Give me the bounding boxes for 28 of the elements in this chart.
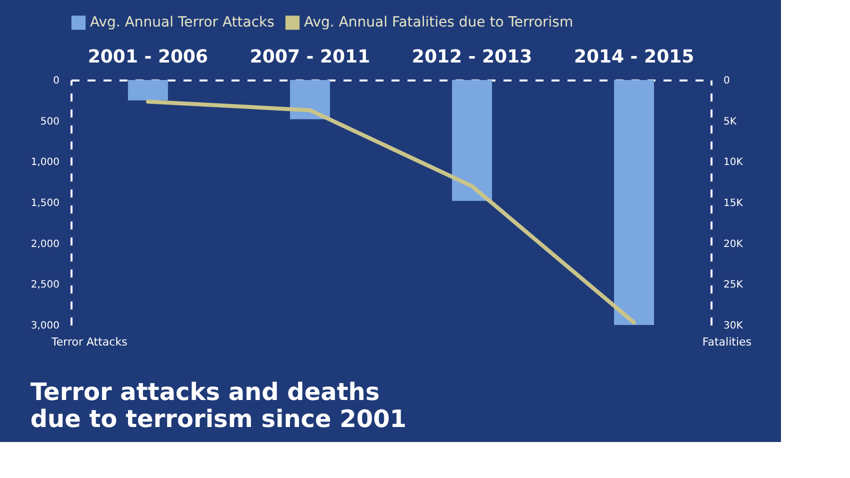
y2-axis-title: Fatalities — [702, 336, 752, 348]
y2-tick-label: 20K — [724, 238, 744, 250]
y-tick-label: 1,000 — [30, 157, 60, 168]
text: Terror attacks and deaths — [30, 378, 380, 406]
y-tick-label: 2,500 — [30, 280, 60, 291]
x-tick-label: 2007 - 2011 — [250, 46, 370, 68]
bar — [128, 80, 168, 100]
line-series — [146, 100, 636, 325]
text: due to terrorism since 2001 — [30, 405, 406, 433]
y2-tick-label: 25K — [724, 280, 744, 291]
y2-tick-label: 0 — [724, 76, 730, 86]
bar — [452, 80, 492, 201]
legend-label: Avg. Annual Terror Attacks — [90, 14, 274, 31]
x-tick-label: 2012 - 2013 — [412, 46, 532, 68]
y2-tick-label: 15K — [724, 198, 744, 209]
y2-tick-label: 30K — [724, 320, 744, 332]
y2-tick-label: 5K — [724, 116, 737, 128]
y2-tick-label: 10K — [724, 157, 744, 168]
x-tick-label: 2014 - 2015 — [574, 46, 694, 68]
y-tick-label: 2,000 — [30, 238, 60, 250]
y-tick-label: 0 — [53, 76, 60, 86]
x-tick-label: 2001 - 2006 — [88, 46, 208, 68]
bar — [614, 80, 654, 325]
legend-label: Avg. Annual Fatalities due to Terrorism — [304, 14, 574, 31]
y-tick-label: 500 — [40, 116, 60, 128]
y-axis-title: Terror Attacks — [50, 336, 128, 348]
y-tick-label: 3,000 — [30, 320, 60, 332]
y-tick-label: 1,500 — [30, 198, 60, 209]
